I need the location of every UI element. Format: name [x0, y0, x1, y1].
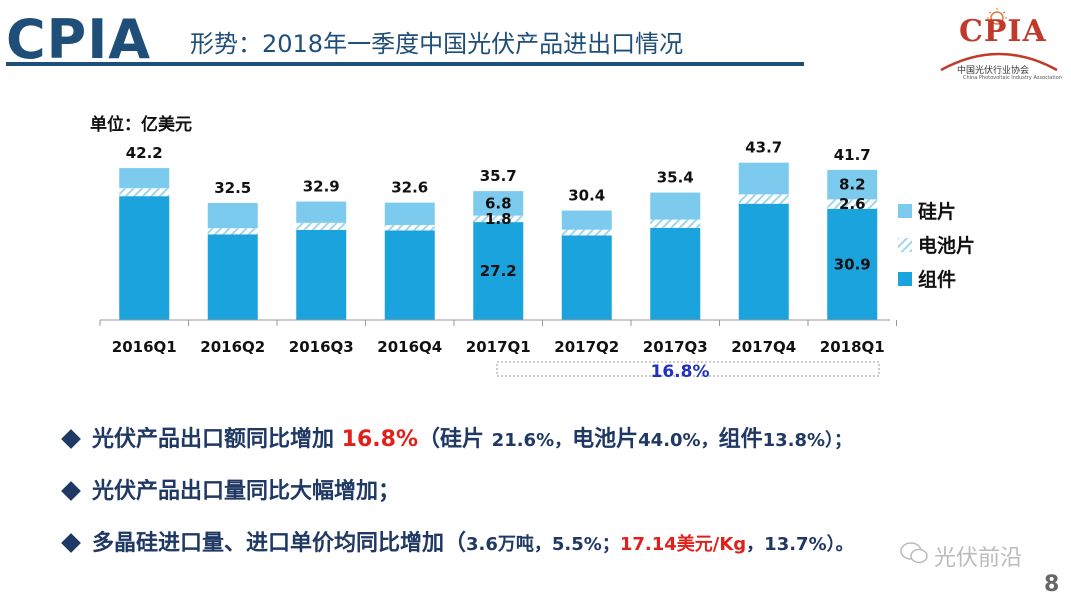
bar-total-label: 32.9: [303, 178, 340, 196]
bar-segment: [827, 199, 878, 209]
logo-word: CPIA: [959, 14, 1047, 49]
bullet-text: 44.0%，: [638, 430, 719, 451]
brand-logo-text: CPIA: [6, 8, 152, 71]
bar-segment: [473, 191, 524, 216]
bar-segment: [827, 169, 878, 200]
diamond-bullet-icon: [61, 532, 81, 553]
data-label: 6.8: [485, 194, 512, 212]
data-label: 1.8: [485, 210, 512, 228]
chart-svg: 单位：亿美元 42.2 32.5 32.9 32.6 35.7 6.81.8 27.2 30.…: [90, 114, 975, 382]
page-number: 8: [1044, 572, 1060, 597]
logo-cn-text: 中国光伏行业协会: [957, 66, 1030, 76]
bar-segment: [207, 228, 258, 235]
bar-segment: [473, 222, 524, 320]
data-label: 2.6: [839, 195, 866, 213]
bar-segment: [738, 203, 789, 320]
bar-segment: [119, 196, 170, 320]
bar-segment: [473, 215, 524, 223]
bullet-export-value: 光伏产品出口额同比增加 16.8%（硅片 21.6%，电池片44.0%，组件13…: [60, 422, 1060, 474]
slide-header: CPIA 形势：2018年一季度中国光伏产品进出口情况 CPIA 中国光伏行业协…: [0, 0, 1071, 81]
legend-swatch: [898, 272, 912, 286]
bar-total-label: 43.7: [745, 139, 782, 157]
legend-swatch: [898, 204, 912, 218]
x-tick-label: 2017Q1: [466, 338, 531, 356]
x-tick-label: 2017Q2: [554, 338, 619, 356]
diamond-bullet-icon: [61, 480, 81, 501]
bar-segment: [561, 229, 612, 236]
logo-arc-icon: [940, 8, 1058, 72]
wechat-icon: [900, 542, 928, 564]
bar-segment: [119, 168, 170, 189]
legend-label: 电池片: [918, 234, 975, 257]
bullet-text: 光伏产品出口量同比大幅增加；: [92, 479, 401, 504]
bar-segment: [207, 234, 258, 320]
bar-segment: [384, 224, 435, 231]
bar-segment: [384, 202, 435, 225]
bar-total-label: 42.2: [126, 144, 163, 162]
bar-total-label: 32.6: [391, 179, 428, 197]
bar-segment: [296, 230, 347, 320]
bullet-highlight: 16.8%: [341, 427, 418, 452]
bar-segment: [561, 210, 612, 230]
cpia-logo: CPIA 中国光伏行业协会 China Photovoltaic Industr…: [933, 8, 1065, 81]
x-tick-label: 2017Q4: [731, 338, 796, 356]
bullet-export-volume: 光伏产品出口量同比大幅增加；: [60, 474, 1060, 526]
legend-swatch: [898, 238, 912, 252]
bullet-text: 13.8%）；: [762, 430, 853, 451]
bar-total-label: 35.7: [480, 167, 517, 185]
unit-label: 单位：亿美元: [90, 114, 192, 135]
x-tick-label: 2017Q3: [643, 338, 708, 356]
data-label: 27.2: [480, 262, 517, 280]
bar-total-label: 32.5: [214, 179, 251, 197]
bullet-text: 电池片: [572, 427, 639, 452]
growth-annotation: 16.8%: [651, 362, 710, 382]
watermark-text: 光伏前沿: [934, 546, 1023, 571]
bullet-text: ，13.7%）。: [746, 534, 854, 555]
legend-label: 组件: [918, 268, 956, 291]
title-underline: [6, 62, 804, 66]
x-tick-label: 2016Q3: [289, 338, 354, 356]
bullet-text: 光伏产品出口额同比增加: [92, 427, 342, 452]
bullet-text: （硅片: [418, 427, 492, 452]
bullet-text: 多晶硅进口量、进口单价均同比增加（: [92, 531, 467, 556]
bar-segment: [827, 208, 878, 320]
bullet-text: 3.6万吨，5.5%；: [466, 534, 620, 555]
bullet-polysilicon-import: 多晶硅进口量、进口单价均同比增加（3.6万吨，5.5%；17.14美元/Kg，1…: [60, 526, 1060, 578]
data-label: 30.9: [834, 255, 871, 273]
bar-segment: [650, 227, 701, 320]
bar-total-label: 41.7: [834, 146, 871, 164]
slide-title: 形势：2018年一季度中国光伏产品进出口情况: [190, 30, 684, 58]
growth-bracket: [496, 361, 880, 377]
bullet-highlight: 17.14美元/Kg: [619, 534, 747, 555]
bar-segment: [119, 188, 170, 197]
x-tick-label: 2016Q2: [200, 338, 265, 356]
bullet-text: 组件: [718, 427, 763, 452]
data-label: 8.2: [839, 176, 866, 194]
stacked-bar-chart: 单位：亿美元 42.2 32.5 32.9 32.6 35.7 6.8 1.8 27.2 30.…: [0, 100, 1071, 390]
logo-en-text: China Photovoltaic Industry Association: [963, 75, 1062, 81]
x-tick-label: 2018Q1: [820, 338, 885, 356]
bullet-list: 光伏产品出口额同比增加 16.8%（硅片 21.6%，电池片44.0%，组件13…: [60, 422, 1060, 578]
bar-total-label: 35.4: [657, 169, 694, 187]
bar-segment: [738, 194, 789, 204]
diamond-bullet-icon: [61, 428, 81, 449]
bar-segment: [650, 219, 701, 228]
bar-segment: [207, 203, 258, 229]
bar-segment: [296, 222, 347, 230]
bar-total-label: 30.4: [568, 187, 605, 205]
bar-segment: [738, 162, 789, 195]
bar-segment: [384, 230, 435, 320]
x-tick-label: 2016Q4: [377, 338, 442, 356]
bar-segment: [650, 192, 701, 220]
legend-label: 硅片: [918, 200, 956, 223]
bar-segment: [561, 235, 612, 320]
bar-segment: [296, 201, 347, 223]
x-tick-label: 2016Q1: [112, 338, 177, 356]
bullet-text: 21.6%，: [491, 430, 573, 451]
